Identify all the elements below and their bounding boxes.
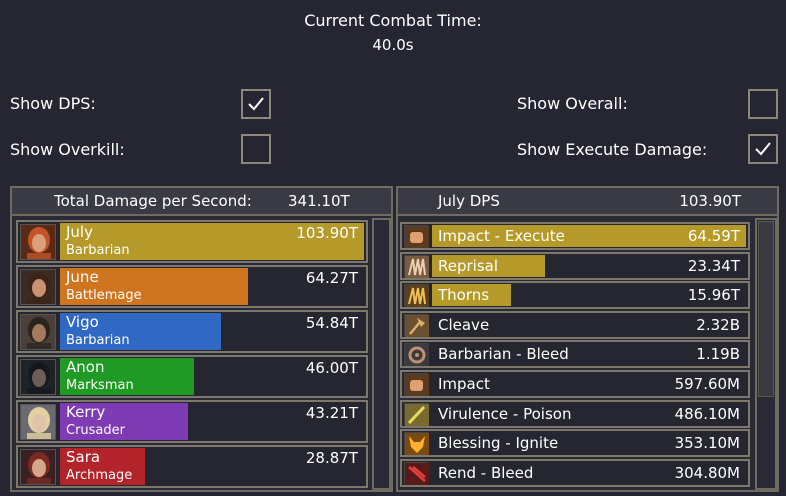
show-execute-label: Show Execute Damage:: [517, 140, 708, 159]
skill-dps-value: 23.34T: [687, 256, 740, 275]
portrait-vigo: [20, 314, 56, 350]
skill-row[interactable]: Impact - Execute 64.59T: [400, 222, 750, 250]
show-overall-label: Show Overall:: [517, 94, 628, 113]
player-row[interactable]: July Barbarian 103.90T: [16, 220, 368, 263]
player-class: Crusader: [66, 423, 125, 438]
player-class: Barbarian: [66, 333, 130, 348]
player-name: Sara: [66, 448, 101, 466]
claw-icon: [404, 254, 429, 278]
player-dps-bar: [60, 403, 188, 440]
player-dps-bar: [60, 313, 221, 350]
skill-dps-value: 304.80M: [674, 463, 740, 482]
player-row[interactable]: Anon Marksman 46.00T: [16, 355, 368, 398]
skill-name: Rend - Bleed: [438, 463, 534, 482]
portrait-anon: [20, 359, 56, 395]
player-scrollbar[interactable]: [372, 218, 391, 490]
player-class: Marksman: [66, 378, 134, 393]
combat-time-header: Current Combat Time: 40.0s: [0, 10, 786, 56]
combat-time-value: 40.0s: [372, 36, 414, 54]
show-overall-checkbox[interactable]: [748, 89, 778, 119]
player-dps-value: 28.87T: [305, 449, 358, 467]
player-class: Barbarian: [66, 243, 130, 258]
axe-icon: [404, 313, 429, 337]
skill-name: Impact - Execute: [438, 227, 565, 245]
player-class: Archmage: [66, 468, 133, 483]
skill-name: Impact: [438, 375, 490, 393]
show-overkill-label: Show Overkill:: [10, 140, 125, 159]
player-dps-value: 64.27T: [305, 269, 358, 287]
skill-row[interactable]: Barbarian - Bleed 1.19B: [400, 340, 750, 369]
total-dps-title: Total Damage per Second:: [54, 192, 252, 210]
fist-icon: [404, 225, 429, 248]
player-name: July: [66, 223, 93, 241]
show-execute-checkbox[interactable]: [748, 134, 778, 164]
thorns-icon: [404, 284, 429, 308]
fist-icon: [404, 373, 429, 396]
skill-row[interactable]: Thorns 15.96T: [400, 281, 750, 310]
portrait-kerry: [20, 404, 56, 440]
skill-row[interactable]: Blessing - Ignite 353.10M: [400, 429, 750, 458]
player-dps-bar: [60, 358, 194, 395]
skill-dps-bar: [432, 225, 746, 247]
player-row[interactable]: Sara Archmage 28.87T: [16, 445, 368, 488]
player-name: Kerry: [66, 403, 106, 421]
player-dps-value: 43.21T: [305, 404, 358, 422]
player-dps-value: 103.90T: [296, 224, 358, 242]
skill-name: Thorns: [438, 286, 490, 305]
skill-dps-value: 1.19B: [696, 345, 740, 364]
skill-dps-bar: [432, 254, 545, 277]
skill-scrollbar-thumb[interactable]: [758, 221, 774, 397]
skill-name: Cleave: [438, 315, 490, 334]
total-dps-header: Total Damage per Second: 341.10T: [12, 188, 391, 216]
skill-dps-value: 353.10M: [674, 434, 740, 453]
skill-row[interactable]: Impact 597.60M: [400, 370, 750, 398]
sword-icon: [404, 402, 429, 426]
skill-row[interactable]: Reprisal 23.34T: [400, 251, 750, 280]
gear-icon: [404, 343, 429, 367]
combat-time-title: Current Combat Time:: [304, 11, 482, 30]
player-dps-bar: [60, 448, 145, 485]
player-dps-value: 54.84T: [305, 314, 358, 332]
player-dps-value: 46.00T: [305, 359, 358, 377]
portrait-july: [20, 224, 56, 260]
total-dps-value: 341.10T: [288, 192, 350, 210]
skill-dps-value: 15.96T: [687, 286, 740, 305]
player-dps-value: 103.90T: [679, 192, 741, 210]
skill-name: Virulence - Poison: [438, 404, 572, 423]
portrait-sara: [20, 449, 56, 485]
skill-name: Barbarian - Bleed: [438, 345, 569, 364]
skill-name: Blessing - Ignite: [438, 434, 559, 453]
skill-dps-value: 597.60M: [674, 375, 740, 393]
portrait-june: [20, 269, 56, 305]
show-overkill-checkbox[interactable]: [241, 134, 271, 164]
skill-row[interactable]: Rend - Bleed 304.80M: [400, 458, 750, 487]
player-row[interactable]: Kerry Crusader 43.21T: [16, 400, 368, 443]
player-row[interactable]: Vigo Barbarian 54.84T: [16, 310, 368, 353]
slash-icon: [404, 461, 429, 485]
skill-row[interactable]: Virulence - Poison 486.10M: [400, 399, 750, 428]
skill-dps-bar: [432, 284, 511, 307]
player-name: Vigo: [66, 313, 99, 331]
skill-dps-value: 2.32B: [696, 315, 740, 334]
player-name: June: [66, 268, 99, 286]
player-dps-bar: [60, 223, 364, 260]
skill-scrollbar[interactable]: [755, 218, 777, 490]
skill-row[interactable]: Cleave 2.32B: [400, 310, 750, 339]
show-dps-label: Show DPS:: [10, 94, 96, 113]
player-dps-panel: July DPS 103.90T Impact - Execute 64.59T…: [396, 186, 779, 492]
skill-dps-value: 486.10M: [674, 404, 740, 423]
show-dps-checkbox[interactable]: [241, 89, 271, 119]
total-dps-panel: Total Damage per Second: 341.10T July Ba…: [10, 186, 393, 492]
skill-name: Reprisal: [438, 256, 499, 275]
player-dps-bar: [60, 268, 248, 305]
skill-dps-value: 64.59T: [687, 227, 740, 245]
player-name: Anon: [66, 358, 105, 376]
player-dps-header: July DPS 103.90T: [398, 188, 777, 216]
player-class: Battlemage: [66, 288, 142, 303]
player-row[interactable]: June Battlemage 64.27T: [16, 265, 368, 308]
player-dps-title: July DPS: [438, 192, 500, 210]
wolf-icon: [404, 432, 429, 456]
